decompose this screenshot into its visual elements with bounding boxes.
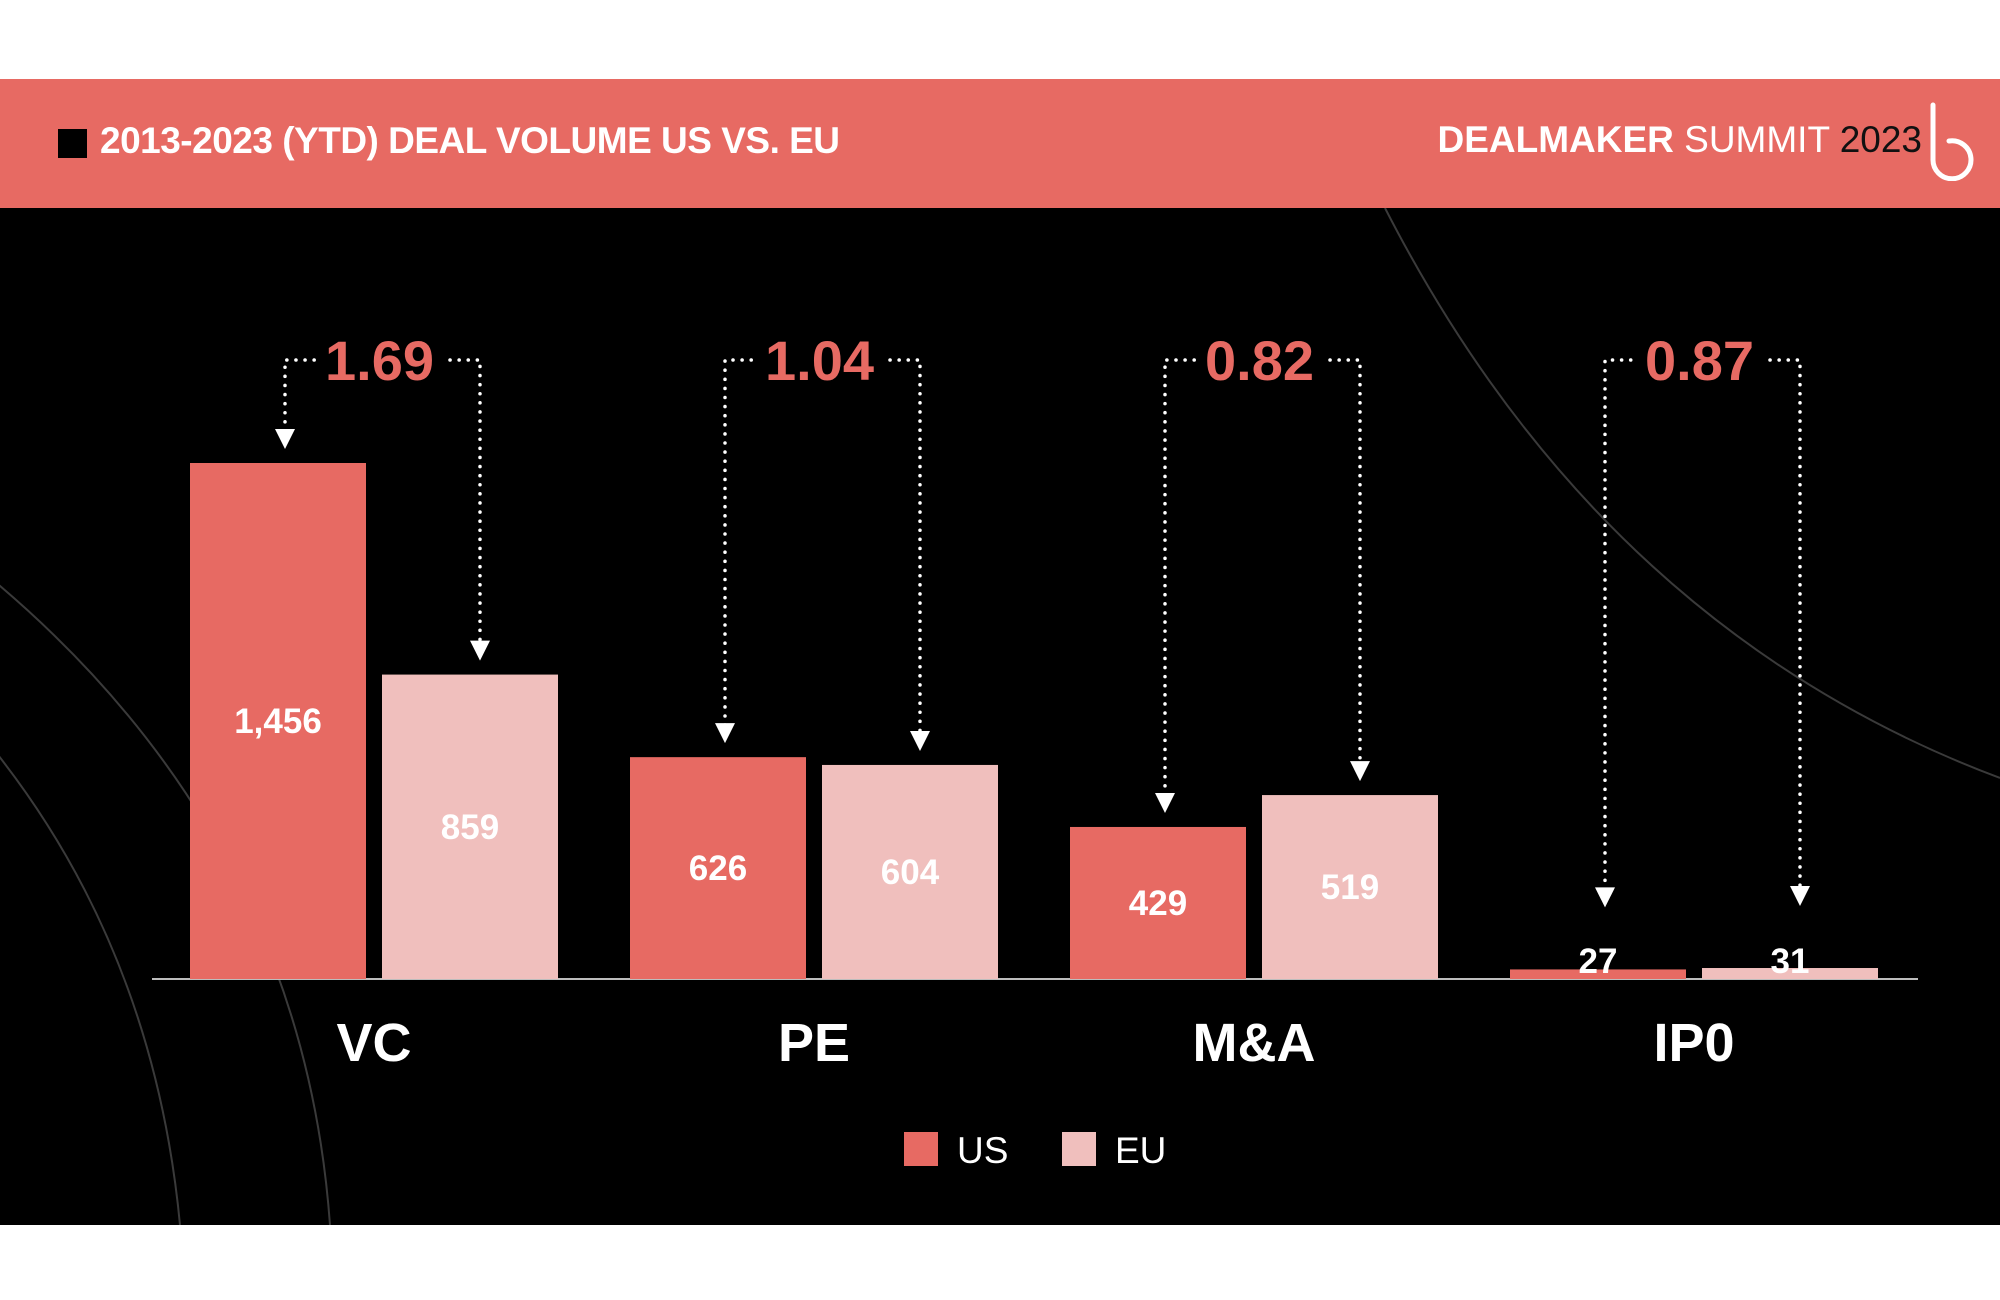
bar-chart: 1,456 859 1.69 VC 626 604 1.04 PE 429 519 0.82 M&A 2… bbox=[0, 208, 2000, 1225]
header-bar: 2013-2023 (YTD) DEAL VOLUME US VS. EU DE… bbox=[0, 79, 2000, 208]
bar-eu-vc bbox=[382, 674, 558, 979]
connector-right-vc bbox=[448, 358, 482, 645]
ratio-label-pe: 1.04 bbox=[765, 329, 874, 392]
brand-summit: SUMMIT bbox=[1673, 119, 1840, 160]
connector-right-pe bbox=[888, 358, 922, 735]
ratio-label-ma: 0.82 bbox=[1205, 329, 1314, 392]
connector-right-ma bbox=[1328, 358, 1362, 765]
bar-value-us-pe: 626 bbox=[689, 849, 747, 888]
category-label-vc: VC bbox=[336, 1013, 411, 1073]
arrowhead-right-ma bbox=[1350, 761, 1370, 782]
brand-wordmark: DEALMAKER SUMMIT 2023 bbox=[1437, 119, 1922, 161]
bar-us-ma bbox=[1070, 826, 1246, 979]
connector-left-vc bbox=[283, 358, 317, 433]
arrowhead-left-ipo bbox=[1595, 887, 1615, 908]
bar-us-vc bbox=[190, 463, 366, 979]
chart-panel: 1,456 859 1.69 VC 626 604 1.04 PE 429 519 0.82 M&A 2… bbox=[0, 208, 2000, 1225]
connector-left-pe bbox=[723, 358, 757, 727]
arrowhead-left-vc bbox=[275, 429, 295, 449]
ratio-label-ipo: 0.87 bbox=[1645, 329, 1754, 392]
connector-left-ma bbox=[1163, 358, 1197, 797]
bar-us-pe bbox=[630, 757, 806, 979]
brand-year: 2023 bbox=[1839, 119, 1922, 160]
bar-value-us-ipo: 27 bbox=[1579, 942, 1618, 981]
connector-left-ipo bbox=[1603, 358, 1637, 892]
bar-value-eu-ipo: 31 bbox=[1771, 942, 1810, 981]
legend-label-us: US bbox=[957, 1130, 1008, 1171]
connector-right-ipo bbox=[1768, 358, 1802, 890]
arrowhead-right-pe bbox=[910, 730, 930, 751]
arrowhead-right-vc bbox=[470, 640, 490, 661]
bar-value-us-vc: 1,456 bbox=[234, 702, 322, 741]
bar-value-eu-ma: 519 bbox=[1321, 868, 1379, 907]
title-marker-square bbox=[58, 129, 87, 158]
legend-swatch-eu bbox=[1062, 1132, 1096, 1166]
bar-value-eu-pe: 604 bbox=[881, 853, 940, 892]
category-label-pe: PE bbox=[778, 1013, 850, 1073]
legend-swatch-us bbox=[904, 1132, 938, 1166]
brand-dealmaker: DEALMAKER bbox=[1437, 119, 1674, 160]
page-title: 2013-2023 (YTD) DEAL VOLUME US VS. EU bbox=[100, 120, 840, 161]
bar-eu-pe bbox=[822, 764, 998, 979]
bar-us-ipo bbox=[1510, 969, 1686, 979]
ratio-label-vc: 1.69 bbox=[325, 329, 434, 392]
legend-label-eu: EU bbox=[1115, 1130, 1166, 1171]
decor-arc bbox=[1384, 208, 2000, 779]
category-label-ipo: IP0 bbox=[1653, 1013, 1734, 1073]
arrowhead-right-ipo bbox=[1790, 886, 1810, 907]
bar-eu-ipo bbox=[1702, 968, 1878, 979]
category-label-ma: M&A bbox=[1193, 1013, 1316, 1073]
bar-eu-ma bbox=[1262, 795, 1438, 979]
arrowhead-left-ma bbox=[1155, 792, 1175, 813]
bar-value-us-ma: 429 bbox=[1129, 884, 1187, 923]
decor-arc bbox=[0, 755, 181, 1225]
bar-value-eu-vc: 859 bbox=[441, 808, 499, 847]
arrowhead-left-pe bbox=[715, 723, 735, 744]
b-logo-icon bbox=[1930, 102, 1974, 181]
